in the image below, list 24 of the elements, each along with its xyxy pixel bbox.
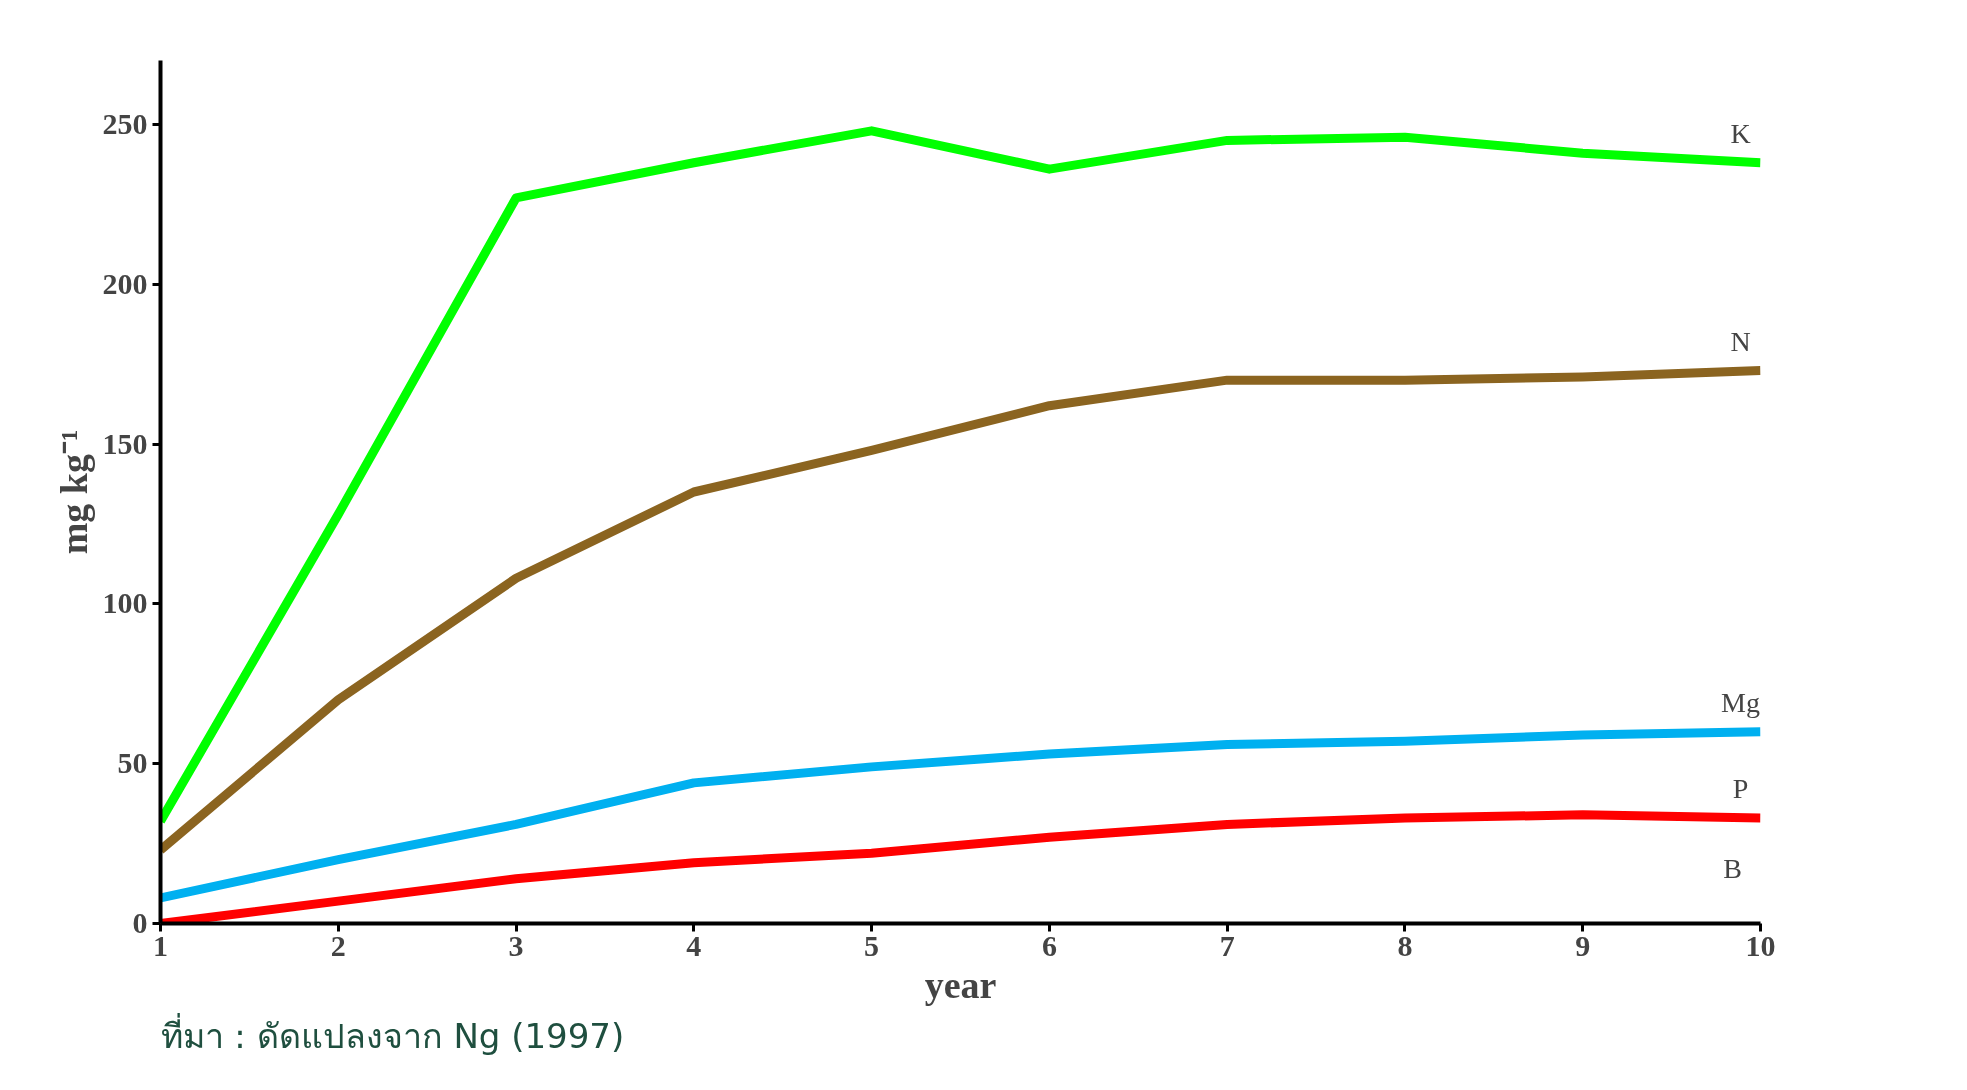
y-axis-title: mg kg⁻¹ [52, 429, 95, 555]
series-label: P [1732, 773, 1749, 805]
x-tick-label: 10 [1745, 928, 1776, 962]
x-tick-label: 7 [1219, 928, 1235, 962]
y-tick-label: 100 [102, 586, 148, 620]
x-tick-label: 3 [508, 928, 524, 962]
x-tick-label: 9 [1575, 928, 1591, 962]
x-axis-title: year [924, 963, 997, 1006]
y-tick-label: 150 [102, 426, 148, 460]
series-label: Mg [1721, 686, 1760, 718]
x-tick-label: 2 [330, 928, 346, 962]
annotation: B [1723, 852, 1742, 884]
y-tick-label: 250 [102, 106, 148, 140]
x-tick-label: 6 [1041, 928, 1057, 962]
x-tick-label: 8 [1397, 928, 1413, 962]
series-label: N [1730, 325, 1751, 357]
y-tick-label: 0 [132, 906, 148, 939]
y-tick-label: 200 [102, 266, 148, 300]
series-label: K [1730, 117, 1751, 149]
x-tick-label: 1 [153, 928, 168, 962]
text: ที่มา : ดัดแปลงจาก Ng (1997) [160, 1012, 625, 1056]
x-tick-label: 5 [864, 928, 880, 962]
y-tick-label: 50 [117, 746, 148, 780]
x-tick-label: 4 [686, 928, 702, 962]
